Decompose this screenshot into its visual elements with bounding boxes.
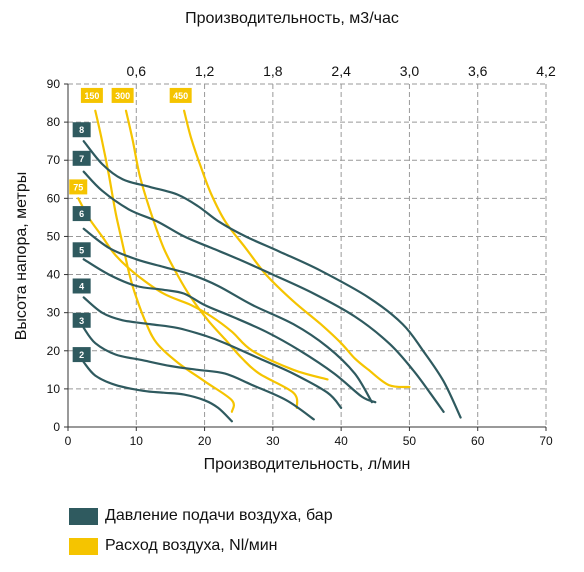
y-tick-label: 30 [47,306,61,320]
legend-label-air: Расход воздуха, Nl/мин [105,537,278,554]
x-tick-label: 60 [471,434,485,448]
badge-pressure-8 [72,122,91,138]
top-tick-label: 0,6 [127,63,147,79]
badge-pressure-6 [72,206,91,222]
y-tick-label: 60 [47,191,61,205]
series-line-pressure-8 [82,140,462,419]
legend-swatch-air [69,537,98,555]
series-line-air-75 [77,197,329,381]
y-tick-label: 50 [47,229,61,243]
y-tick-label: 0 [53,420,60,434]
badge-label-pressure-3: 3 [79,316,84,326]
x-tick-label: 10 [130,434,144,448]
top-tick-label: 4,2 [536,63,556,79]
legend-item-pressure: Давление подачи воздуха, бар [69,505,429,527]
series-line-air-450 [183,109,411,389]
badge-label-air-450: 450 [173,91,188,101]
legend-item-air: Расход воздуха, Nl/мин [69,535,429,557]
top-tick-label: 1,2 [195,63,215,79]
x-axis-title: Производительность, л/мин [203,456,411,473]
series-line-pressure-6 [82,227,373,404]
top-axis-title: Производительность, м3/час [185,10,399,27]
badge-label-pressure-8: 8 [79,125,84,135]
badge-label-air-75: 75 [73,182,83,192]
x-tick-label: 40 [334,434,348,448]
badge-label-pressure-5: 5 [79,245,84,255]
x-tick-label: 20 [198,434,212,448]
badge-label-pressure-6: 6 [79,209,84,219]
badge-label-pressure-2: 2 [79,350,84,360]
y-tick-label: 90 [47,77,61,91]
legend-label-pressure: Давление подачи воздуха, бар [105,507,333,524]
series-line-pressure-4 [82,296,343,409]
badge-label-pressure-7: 7 [79,154,84,164]
badge-air-75 [69,179,88,195]
badge-label-pressure-4: 4 [79,281,84,291]
badge-air-450 [169,87,192,103]
x-tick-label: 30 [266,434,280,448]
badge-pressure-2 [72,347,91,363]
badge-air-150 [80,87,103,103]
y-tick-label: 20 [47,344,61,358]
series-line-air-150 [94,109,235,413]
y-tick-label: 80 [47,115,61,129]
badge-pressure-4 [72,278,91,294]
top-tick-label: 2,4 [331,63,351,79]
series-line-pressure-2 [82,361,233,423]
series-line-pressure-3 [82,326,315,421]
y-tick-label: 40 [47,268,61,282]
badge-air-300 [111,87,134,103]
top-tick-label: 1,8 [263,63,283,79]
series-line-pressure-5 [82,258,377,404]
badge-pressure-5 [72,242,91,258]
badge-pressure-3 [72,312,91,328]
badge-pressure-7 [72,150,91,166]
x-tick-label: 50 [403,434,417,448]
x-tick-label: 70 [539,434,553,448]
y-tick-label: 10 [47,382,61,396]
badge-label-air-300: 300 [115,91,130,101]
top-tick-label: 3,0 [400,63,420,79]
badge-label-air-150: 150 [84,91,99,101]
y-tick-label: 70 [47,153,61,167]
legend-swatch-pressure [69,507,98,525]
x-tick-label: 0 [65,434,72,448]
top-tick-label: 3,6 [468,63,488,79]
series-line-pressure-7 [82,170,445,413]
